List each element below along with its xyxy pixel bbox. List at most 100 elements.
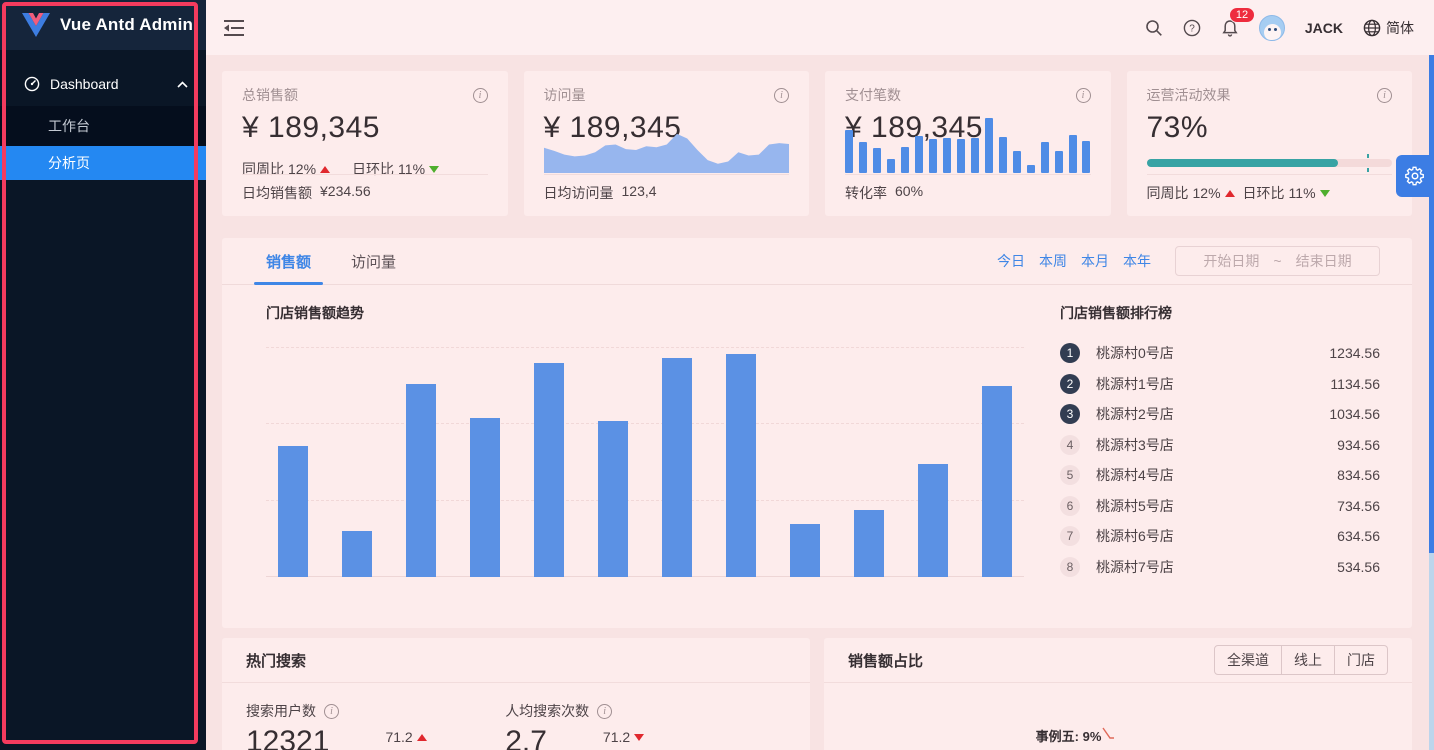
logo-bar[interactable]: Vue Antd Admin [0, 0, 206, 50]
settings-button[interactable] [1396, 155, 1434, 197]
range-week[interactable]: 本周 [1039, 253, 1067, 269]
trend-value: 11% [398, 161, 426, 177]
progress-target-tick [1367, 168, 1370, 172]
store-sales-value: 1034.56 [1329, 406, 1380, 422]
range-month[interactable]: 本月 [1081, 253, 1109, 269]
metric-trend-value: 71.2 [385, 729, 413, 745]
sidebar-item-analysis[interactable]: 分析页 [0, 146, 206, 180]
info-icon[interactable]: i [1377, 87, 1392, 103]
card-title: 热门搜索 [246, 652, 307, 670]
avatar[interactable] [1258, 14, 1285, 41]
card-title: 销售额占比 [848, 652, 924, 670]
help-icon[interactable]: ? [1183, 19, 1201, 37]
ranking-row: 8 桃源村7号店 534.56 [1060, 555, 1380, 579]
info-icon[interactable]: i [597, 703, 613, 719]
gridline [266, 423, 1024, 424]
info-icon[interactable]: i [472, 87, 488, 103]
stat-card-payments: 支付笔数 i ¥ 189,345 转化率 60% [825, 71, 1111, 216]
chevron-up-icon [177, 80, 188, 88]
store-sales-value: 934.56 [1337, 436, 1380, 453]
sales-panel: 销售额 访问量 今日 本周 本月 本年 开始日期 ~ 结束日期 门店销售额趋势 [222, 238, 1412, 628]
mini-bar [970, 138, 979, 173]
divider [543, 174, 789, 175]
gridline [266, 347, 1024, 348]
campaign-progress-bar [1146, 154, 1392, 172]
stat-cards-row: 总销售额 i ¥ 189,345 同周比 12% 日环比 11% 日均销售额 ¥… [222, 71, 1412, 216]
store-name: 桃源村6号店 [1096, 528, 1174, 544]
rank-badge: 1 [1060, 343, 1080, 363]
bar [342, 531, 372, 577]
divider [242, 174, 488, 175]
info-icon[interactable]: i [774, 87, 789, 103]
language-switch[interactable]: 简体 [1363, 18, 1414, 38]
info-icon[interactable]: i [1075, 87, 1091, 103]
channel-option-门店[interactable]: 门店 [1335, 645, 1388, 675]
bar [854, 510, 884, 577]
sales-ratio-card: 销售额占比 全渠道 线上 门店 事例五: 9% [824, 638, 1412, 750]
hot-search-metric: 搜索用户数 i 12321 71.2 [246, 701, 505, 750]
notification-bell[interactable]: 12 [1221, 6, 1256, 37]
trend-label: 日环比 [1242, 185, 1285, 201]
metric-label: 搜索用户数 [246, 703, 316, 719]
svg-text:?: ? [1189, 23, 1195, 34]
sidebar-item-workbench[interactable]: 工作台 [0, 106, 206, 146]
main-content: 总销售额 i ¥ 189,345 同周比 12% 日环比 11% 日均销售额 ¥… [206, 55, 1434, 750]
range-year[interactable]: 本年 [1123, 253, 1151, 269]
tab-visits[interactable]: 访问量 [351, 253, 397, 271]
ranking-list: 1 桃源村0号店 1234.56 2 桃源村1号店 1134.56 3 桃源村2号店 1034.… [1060, 341, 1380, 579]
channel-radio-group: 全渠道 线上 门店 [1214, 645, 1388, 675]
stat-value: ¥ 189,345 [242, 111, 380, 144]
range-today[interactable]: 今日 [997, 253, 1025, 269]
stat-title: 访问量 [543, 87, 586, 103]
date-range-picker[interactable]: 开始日期 ~ 结束日期 [1175, 246, 1380, 276]
ranking-row: 4 桃源村3号店 934.56 [1060, 433, 1380, 457]
pie-label-leader-line [1102, 727, 1115, 739]
info-icon[interactable]: i [324, 703, 339, 719]
menu-fold-icon[interactable] [224, 19, 244, 37]
stat-footer-value: 60% [895, 183, 924, 199]
trend-value: 12% [288, 161, 317, 177]
visits-sparkline-area-chart [543, 127, 789, 173]
scrollbar-track[interactable] [1429, 55, 1434, 750]
tab-sales[interactable]: 销售额 [253, 238, 324, 285]
channel-option-全渠道[interactable]: 全渠道 [1214, 645, 1282, 675]
mini-bar [998, 137, 1007, 173]
gear-icon [1405, 166, 1424, 186]
store-name: 桃源村2号店 [1096, 406, 1174, 422]
user-name[interactable]: JACK [1304, 19, 1343, 36]
mini-bar [1040, 142, 1049, 173]
search-icon[interactable] [1145, 19, 1163, 37]
sidebar-menu: Dashboard 工作台 分析页 [0, 50, 206, 180]
sidebar-item-dashboard[interactable]: Dashboard [0, 62, 206, 106]
store-name: 桃源村3号店 [1096, 436, 1174, 453]
rank-badge: 8 [1060, 556, 1080, 577]
metric-label: 人均搜索次数 [505, 703, 590, 719]
ranking-row: 6 桃源村5号店 734.56 [1060, 494, 1380, 518]
avatar-eye [1273, 27, 1277, 31]
mini-bar [984, 118, 993, 173]
mini-bar [858, 142, 867, 173]
bar [470, 418, 500, 577]
stat-footer-label: 日均访问量 [543, 185, 614, 201]
mini-bar [1082, 141, 1091, 173]
avatar-eye [1267, 27, 1271, 31]
progress-fill [1146, 159, 1338, 167]
trend-label: 同周比 [1146, 185, 1189, 201]
start-date-placeholder: 开始日期 [1203, 253, 1260, 269]
mini-bar [1068, 135, 1077, 173]
store-sales-value: 734.56 [1337, 497, 1380, 514]
bar [662, 358, 692, 577]
stat-value: ¥ 189,345 [543, 111, 682, 144]
channel-option-线上[interactable]: 线上 [1282, 645, 1335, 675]
scrollbar-thumb[interactable] [1429, 55, 1434, 553]
store-sales-value: 1234.56 [1329, 345, 1380, 361]
gridline [266, 500, 1024, 501]
mini-bar [928, 139, 937, 173]
store-name: 桃源村5号店 [1096, 497, 1174, 514]
mini-bar [914, 136, 923, 173]
dashboard-icon [24, 76, 40, 92]
stat-footer-value: 123,4 [621, 183, 657, 199]
mini-bar [956, 139, 965, 173]
trend-label: 日环比 [352, 161, 395, 177]
metric-value: 2.7 [505, 725, 547, 750]
